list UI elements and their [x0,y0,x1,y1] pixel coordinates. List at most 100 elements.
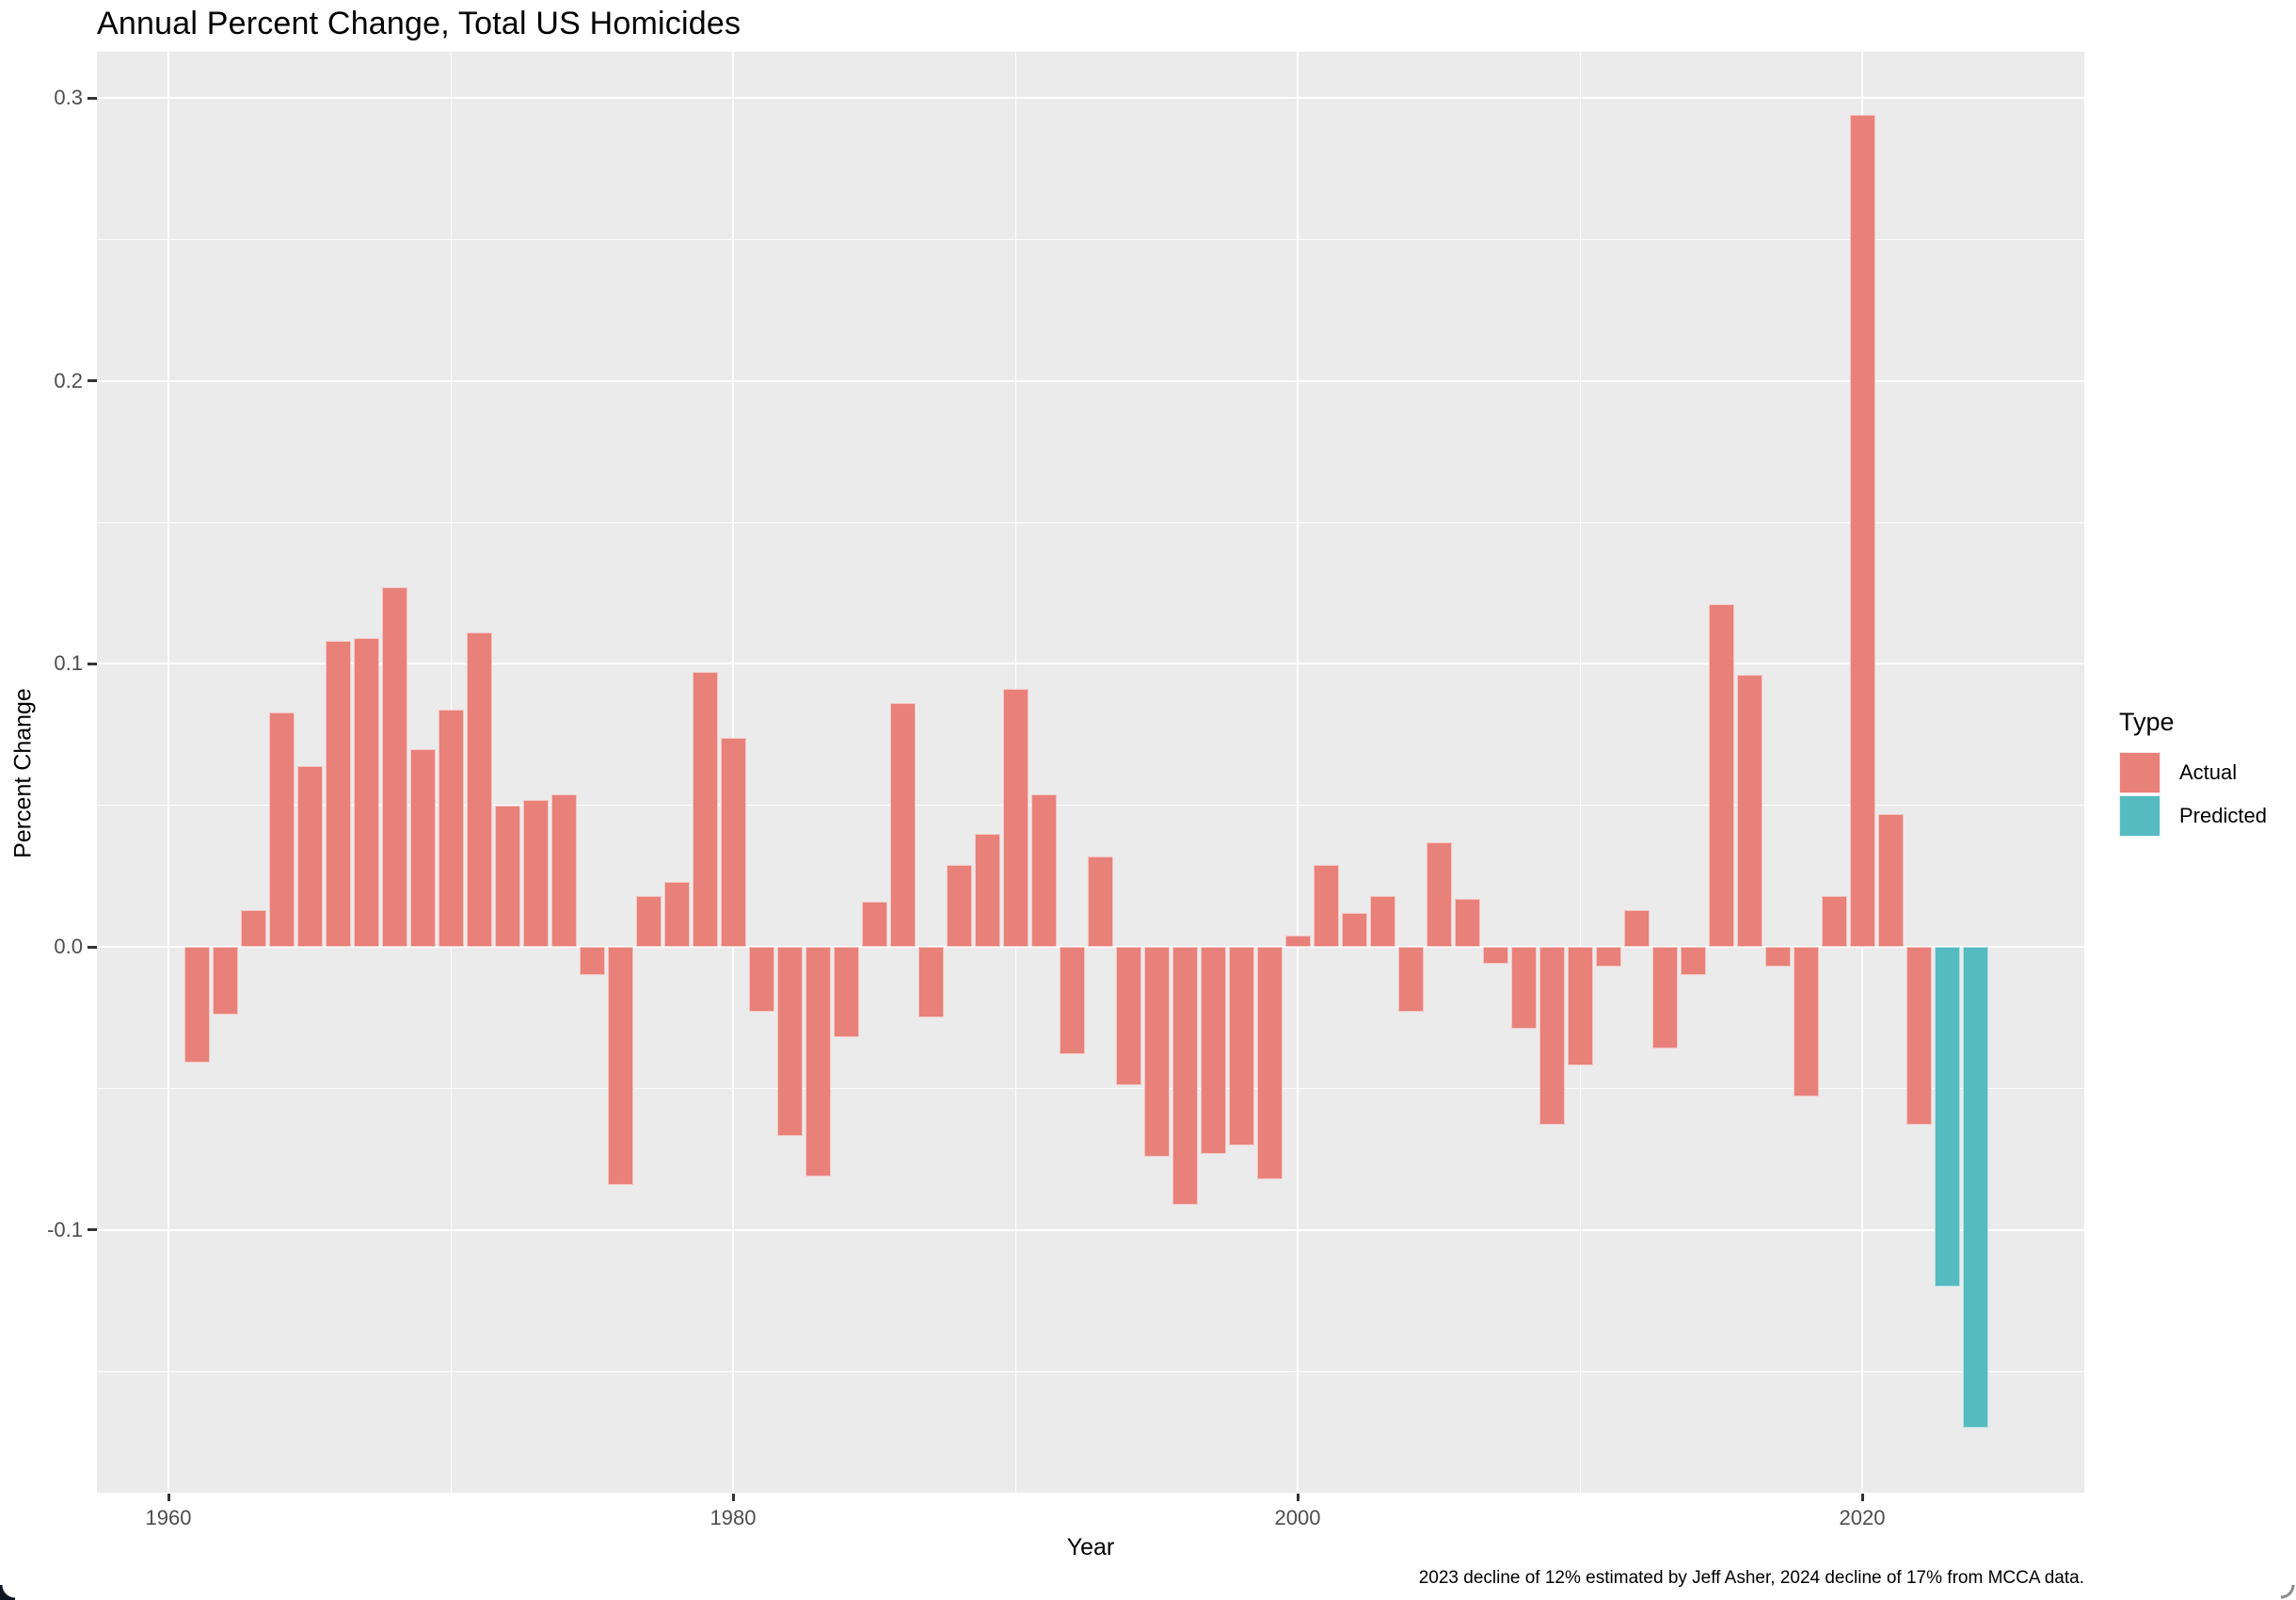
gridline-x-major [1297,52,1299,1493]
bar-1976-actual [607,947,633,1185]
bar-2009-actual [1539,947,1565,1126]
x-axis-tick [1296,1494,1299,1501]
bar-1971-actual [466,632,492,947]
legend-entry-label: Actual [2179,760,2238,784]
bar-1964-actual [268,712,295,948]
bar-2014-actual [1680,947,1706,976]
bar-1969-actual [409,748,436,947]
y-axis-tick [88,1228,97,1232]
caption: 2023 decline of 12% estimated by Jeff As… [1418,1568,2084,1588]
y-axis-tick [88,662,97,665]
gridline-y-major [97,379,2084,382]
bar-1979-actual [692,672,718,947]
bar-1989-actual [974,833,1000,947]
x-axis-tick [1860,1494,1864,1501]
x-tick-label: 1980 [710,1506,757,1529]
gridline-y-major [97,1228,2084,1231]
bar-1972-actual [494,805,520,947]
bar-1966-actual [325,641,351,947]
bar-1999-actual [1256,947,1283,1179]
x-axis-title: Year [1066,1534,1115,1560]
bar-1965-actual [296,765,323,947]
bar-2008-actual [1510,947,1537,1030]
bar-1962-actual [212,947,238,1016]
gridline-y-minor [97,805,2084,807]
bar-2004-actual [1397,947,1424,1013]
bar-2012-actual [1623,909,1650,947]
bar-2010-actual [1567,947,1593,1066]
x-axis-tick [731,1494,735,1501]
bar-1998-actual [1228,947,1254,1145]
y-axis-tick [88,379,97,383]
bar-1967-actual [353,638,379,947]
gridline-y-major [97,663,2084,665]
bar-1992-actual [1059,947,1085,1055]
bar-1973-actual [522,799,549,947]
bar-1990-actual [1002,689,1028,947]
bar-1987-actual [917,947,944,1018]
window-corner-bottom-right [2281,1585,2296,1600]
legend-swatch-predicted [2119,795,2160,837]
plot-panel [97,52,2084,1493]
bar-2007-actual [1482,947,1508,964]
gridline-y-major [97,97,2084,99]
bar-2021-actual [1877,813,1904,947]
gridline-y-major [97,946,2084,948]
bar-1981-actual [748,947,774,1013]
bar-1994-actual [1115,947,1141,1086]
bar-2017-actual [1764,947,1791,967]
bar-2019-actual [1821,895,1847,947]
y-tick-label: 0.3 [54,86,83,109]
bar-1996-actual [1172,947,1198,1205]
gridline-y-minor [97,521,2084,523]
bar-2003-actual [1369,895,1395,947]
x-tick-label: 1960 [145,1506,192,1529]
y-axis-tick [88,96,97,100]
bar-1975-actual [579,947,605,976]
bar-2002-actual [1341,912,1367,947]
gridline-y-minor [97,1370,2084,1372]
y-tick-label: -0.1 [47,1217,83,1241]
bar-1978-actual [663,881,690,948]
x-tick-label: 2000 [1274,1506,1321,1529]
bar-2024-predicted [1962,947,1988,1429]
y-tick-label: 0.2 [54,368,83,392]
bar-1982-actual [776,947,803,1137]
bar-2000-actual [1284,936,1311,947]
bar-1974-actual [550,793,577,948]
legend-title: Type [2119,708,2175,736]
bar-2001-actual [1313,864,1339,947]
gridline-x-minor [1579,52,1581,1493]
x-tick-label: 2020 [1839,1506,1886,1529]
bar-1984-actual [833,947,859,1038]
legend-entry-label: Predicted [2179,804,2267,827]
bar-2015-actual [1708,604,1734,947]
bar-2022-actual [1905,947,1932,1126]
bar-1977-actual [635,895,662,947]
bar-2020-actual [1849,115,1875,947]
gridline-y-minor [97,1087,2084,1089]
gridline-y-minor [97,238,2084,240]
legend: Type Actual Predicted [2119,708,2267,839]
bar-2013-actual [1651,947,1678,1049]
bar-1997-actual [1200,947,1226,1154]
bar-1983-actual [805,947,831,1176]
bar-2011-actual [1595,947,1621,967]
chart-title: Annual Percent Change, Total US Homicide… [97,6,741,41]
bar-2016-actual [1736,675,1762,947]
legend-entry-predicted: Predicted [2119,795,2267,837]
bar-1991-actual [1030,793,1057,948]
bar-1988-actual [946,864,972,947]
bar-1993-actual [1087,856,1113,947]
window-corner-bottom-left [0,1585,15,1600]
x-axis-tick [167,1494,170,1501]
legend-entry-actual: Actual [2119,752,2267,793]
bar-2018-actual [1793,947,1819,1097]
bar-2005-actual [1426,841,1452,947]
bar-2006-actual [1454,898,1480,947]
bar-1985-actual [861,901,887,947]
bar-1961-actual [183,947,210,1064]
gridline-x-major [167,52,169,1493]
bar-1963-actual [240,909,266,947]
